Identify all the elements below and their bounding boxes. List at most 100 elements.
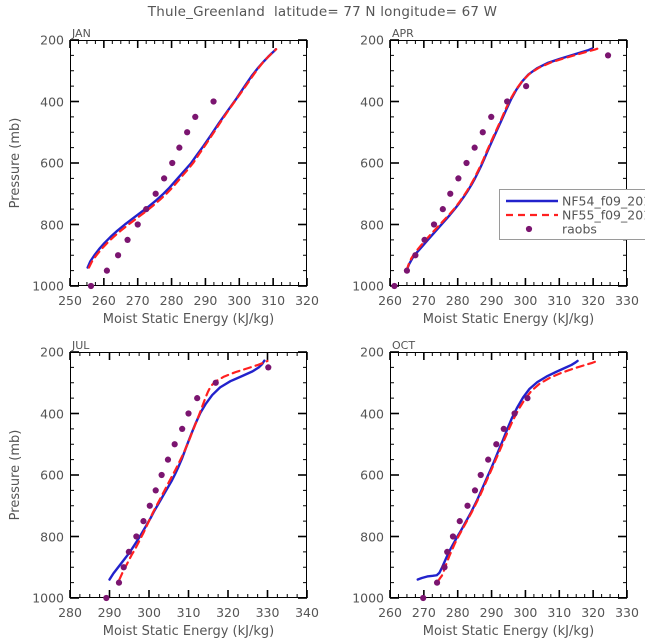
legend-symbols: [506, 199, 558, 233]
raobs-marker: [430, 221, 438, 228]
raobs-marker: [124, 236, 131, 243]
raobs-marker: [479, 129, 486, 136]
raobs-marker: [192, 113, 199, 120]
x-axis-label: Moist Static Energy (kJ/kg): [102, 312, 275, 327]
panel-frame: [390, 352, 627, 598]
raobs-marker: [115, 579, 123, 586]
x-tick-label: 330: [615, 605, 639, 620]
raobs-marker: [176, 144, 183, 151]
y-tick-label: 200: [40, 32, 64, 48]
x-tick-label: 300: [513, 293, 538, 308]
legend: NF54_f09_2010NF55_f09_2010raobs: [499, 189, 645, 240]
raobs-marker: [125, 548, 132, 555]
x-tick-label: 290: [479, 605, 504, 620]
y-tick-label: 200: [40, 344, 64, 360]
figure-title: Thule_Greenland latitude= 77 N longitude…: [147, 4, 498, 20]
raobs-marker: [179, 425, 186, 432]
raobs-marker: [120, 564, 127, 571]
panel-graphics: [69, 351, 308, 602]
raobs-marker: [403, 267, 411, 274]
x-tick-label: 280: [58, 605, 82, 620]
raobs-marker: [500, 425, 507, 432]
raobs-marker: [523, 83, 530, 90]
raobs-marker: [447, 190, 454, 197]
x-tick-label: 320: [295, 293, 319, 308]
raobs-marker: [103, 267, 110, 274]
y-tick-label: 400: [360, 94, 384, 109]
panel-label-apr: APR: [392, 27, 414, 40]
x-tick-label: 260: [378, 293, 402, 308]
raobs-marker: [493, 441, 500, 448]
y-tick-label: 1000: [32, 278, 64, 294]
raobs-marker: [87, 282, 95, 290]
x-tick-label: 310: [547, 605, 572, 620]
y-tick-label: 1000: [352, 590, 384, 606]
raobs-marker: [184, 129, 191, 136]
raobs-marker: [210, 98, 217, 105]
y-tick-label: 600: [40, 155, 64, 171]
x-tick-label: 270: [125, 293, 150, 308]
raobs-marker: [194, 395, 201, 402]
panel-label-oct: OCT: [392, 339, 416, 352]
legend-label-raobs: raobs: [562, 221, 597, 237]
raobs-marker: [463, 159, 470, 167]
series-line-nf55_f09_2010: [87, 48, 278, 269]
series-line-nf54_f09_2010: [416, 359, 579, 581]
y-tick-label: 600: [40, 467, 64, 483]
x-axis-label: Moist Static Energy (kJ/kg): [102, 624, 275, 639]
raobs-marker: [143, 206, 150, 213]
plot-panel-jan: JAN 250 260 270 280 290 300 310 320 200 400 600 800 1…: [8, 27, 319, 327]
raobs-marker: [421, 236, 428, 243]
raobs-marker: [485, 456, 492, 463]
x-tick-label: 320: [216, 605, 240, 620]
x-tick-label: 280: [445, 605, 470, 620]
raobs-marker: [133, 533, 140, 540]
raobs-marker: [265, 364, 272, 371]
raobs-marker: [164, 456, 172, 463]
x-tick-label: 290: [97, 605, 122, 620]
raobs-marker: [455, 175, 462, 182]
raobs-marker: [152, 487, 159, 494]
raobs-marker: [134, 221, 141, 228]
y-axis-label: Pressure (mb): [8, 429, 23, 521]
panel-graphics: [389, 351, 628, 602]
raobs-marker: [185, 410, 192, 417]
raobs-marker: [114, 252, 122, 259]
raobs-marker: [524, 395, 531, 402]
x-tick-label: 270: [411, 605, 436, 620]
x-tick-label: 330: [615, 293, 639, 308]
plot-panel-apr: APR 260 270 280 290 300 310 320 330 200 400 600 800 1…: [352, 27, 639, 327]
legend-label-nf54-f09-2010: NF54_f09_2010: [562, 193, 645, 209]
raobs-marker: [456, 518, 463, 525]
y-tick-label: 200: [360, 344, 384, 360]
raobs-marker: [444, 548, 451, 555]
x-tick-label: 290: [479, 293, 504, 308]
raobs-marker: [140, 518, 147, 525]
raobs-marker: [433, 579, 441, 586]
panel-graphics: [69, 39, 308, 290]
raobs-marker: [439, 206, 446, 213]
raobs-marker: [420, 594, 427, 602]
raobs-marker: [146, 502, 153, 509]
panel-graphics: [389, 39, 628, 290]
raobs-marker: [488, 113, 495, 120]
y-tick-label: 400: [40, 406, 64, 421]
panel-frame: [390, 40, 627, 286]
x-tick-label: 260: [91, 293, 116, 308]
y-tick-label: 800: [360, 529, 384, 544]
y-tick-label: 400: [40, 94, 64, 109]
series-line-nf54_f09_2010: [86, 48, 278, 269]
y-tick-label: 800: [360, 217, 384, 232]
plot-panel-oct: OCT 260 270 280 290 300 310 320 330 200 400 600 800 1…: [352, 339, 639, 639]
raobs-marker: [511, 410, 518, 417]
x-axis-label: Moist Static Energy (kJ/kg): [422, 624, 595, 639]
y-tick-label: 1000: [32, 590, 64, 606]
x-tick-label: 310: [261, 293, 286, 308]
y-tick-label: 800: [40, 217, 64, 232]
series-line-nf55_f09_2010: [436, 360, 598, 583]
x-tick-label: 340: [295, 605, 319, 620]
raobs-marker: [161, 175, 168, 182]
y-tick-label: 600: [360, 155, 384, 171]
raobs-marker: [412, 252, 419, 259]
panel-label-jan: JAN: [72, 27, 91, 40]
